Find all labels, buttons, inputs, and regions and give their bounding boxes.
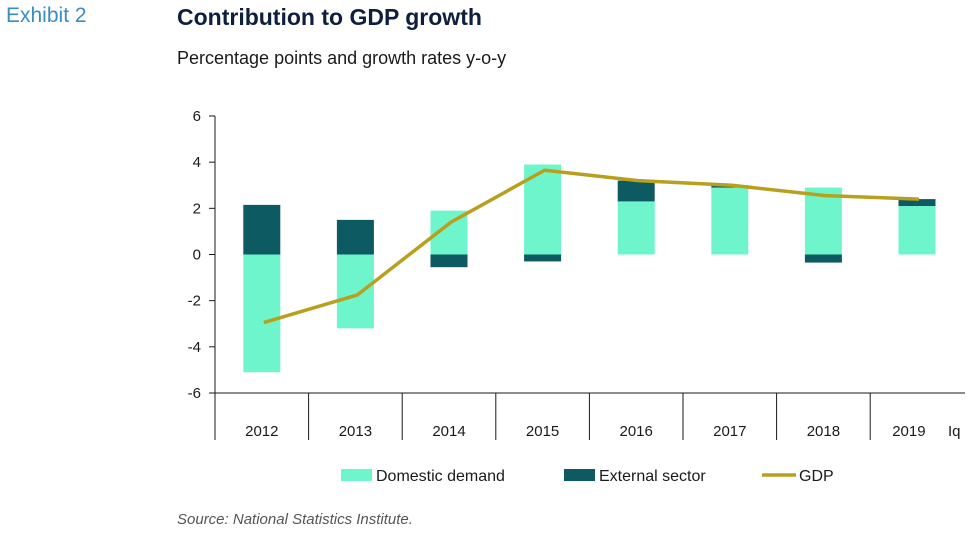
exhibit-label: Exhibit 2 — [6, 4, 87, 27]
gdp-line — [263, 168, 920, 325]
y-tick-label: -6 — [188, 385, 201, 402]
bar-external-sector — [243, 204, 281, 255]
x-tick-label: 2017 — [713, 423, 746, 440]
legend-label-domestic-demand: Domestic demand — [376, 468, 505, 485]
legend-swatch-domestic-demand — [341, 469, 372, 481]
bar-external-sector — [898, 199, 936, 207]
x-tick-label: 2012 — [245, 423, 278, 440]
legend-label-external-sector: External sector — [599, 468, 706, 485]
y-tick-label: 6 — [193, 108, 201, 125]
bar-domestic-demand — [804, 187, 842, 255]
x-tick-label: 2018 — [807, 423, 840, 440]
bar-external-sector — [617, 180, 655, 202]
y-tick-label: -4 — [188, 339, 201, 356]
y-tick-label: -2 — [188, 293, 201, 310]
bar-external-sector — [804, 254, 842, 263]
x-tick-label: 2016 — [620, 423, 653, 440]
x-tick-label: 2013 — [339, 423, 372, 440]
bar-domestic-demand — [336, 254, 374, 329]
legend-label-gdp: GDP — [799, 468, 834, 485]
y-tick-label: 2 — [193, 200, 201, 217]
x-tick-label-suffix: Iq — [948, 423, 961, 440]
x-tick-label: 2014 — [432, 423, 465, 440]
bar-domestic-demand — [711, 187, 749, 255]
bar-external-sector — [524, 254, 562, 262]
chart-subtitle: Percentage points and growth rates y-o-y — [177, 48, 507, 68]
legend-swatch-external-sector — [564, 469, 595, 481]
x-tick-label: 2019 — [892, 423, 925, 440]
chart-title: Contribution to GDP growth — [177, 4, 482, 30]
y-tick-label: 0 — [193, 247, 201, 264]
y-tick-label: 4 — [193, 154, 201, 171]
bar-external-sector — [336, 219, 374, 255]
source-note: Source: National Statistics Institute. — [177, 511, 413, 528]
bar-domestic-demand — [617, 201, 655, 255]
x-tick-label: 2015 — [526, 423, 559, 440]
bar-domestic-demand — [243, 254, 281, 373]
bar-external-sector — [430, 254, 468, 268]
bar-domestic-demand — [898, 206, 936, 255]
